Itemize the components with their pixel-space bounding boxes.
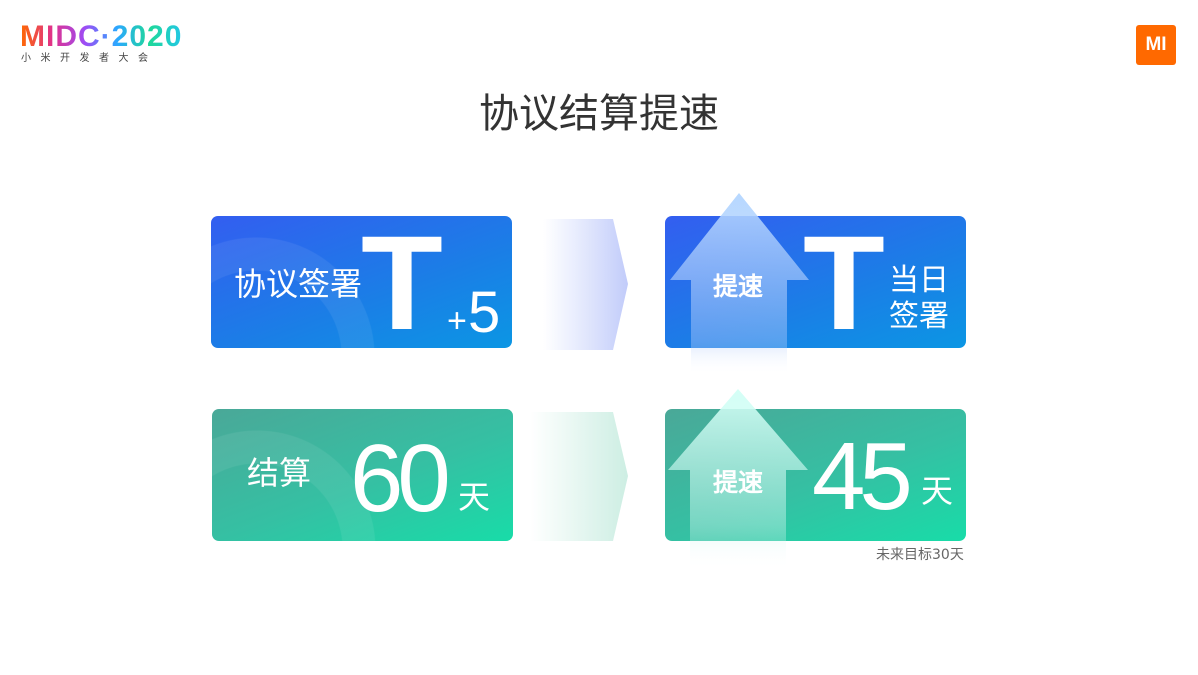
xiaomi-logo: MI xyxy=(1136,25,1176,65)
card-label-line2: 签署 xyxy=(889,299,949,334)
card-big-value: 45 xyxy=(812,423,913,530)
card-signing-before: 协议签署 T + 5 xyxy=(211,216,512,348)
card-unit: 天 xyxy=(921,472,954,510)
card-label-line1: 当日 xyxy=(889,263,949,298)
card-label: 结算 xyxy=(247,454,312,492)
card-settlement-before: 结算 60 天 xyxy=(212,409,513,541)
card-plus: + xyxy=(447,302,467,340)
card-label: 协议签署 xyxy=(234,265,363,303)
chevron-right-icon xyxy=(530,412,628,541)
card-big-value: T xyxy=(361,216,443,349)
card-big-value: T xyxy=(803,216,885,349)
page-title: 协议结算提速 xyxy=(479,91,719,137)
future-target-note: 未来目标30天 xyxy=(876,547,964,563)
card-big-value: 60 xyxy=(350,425,451,532)
card-suffix: 5 xyxy=(468,280,501,345)
speedup-arrows xyxy=(668,193,809,570)
chevron-arrows xyxy=(530,219,628,541)
speedup-badge: 提速 xyxy=(713,272,764,301)
midc-logo: MIDC·2020 xyxy=(20,20,183,53)
logo-subtitle: 小米开发者大会 xyxy=(21,53,158,64)
card-unit: 天 xyxy=(458,478,491,516)
speedup-badge: 提速 xyxy=(713,468,764,497)
chevron-right-icon xyxy=(543,219,628,350)
arrow-up-icon xyxy=(668,389,808,570)
arrow-up-icon xyxy=(670,193,809,375)
